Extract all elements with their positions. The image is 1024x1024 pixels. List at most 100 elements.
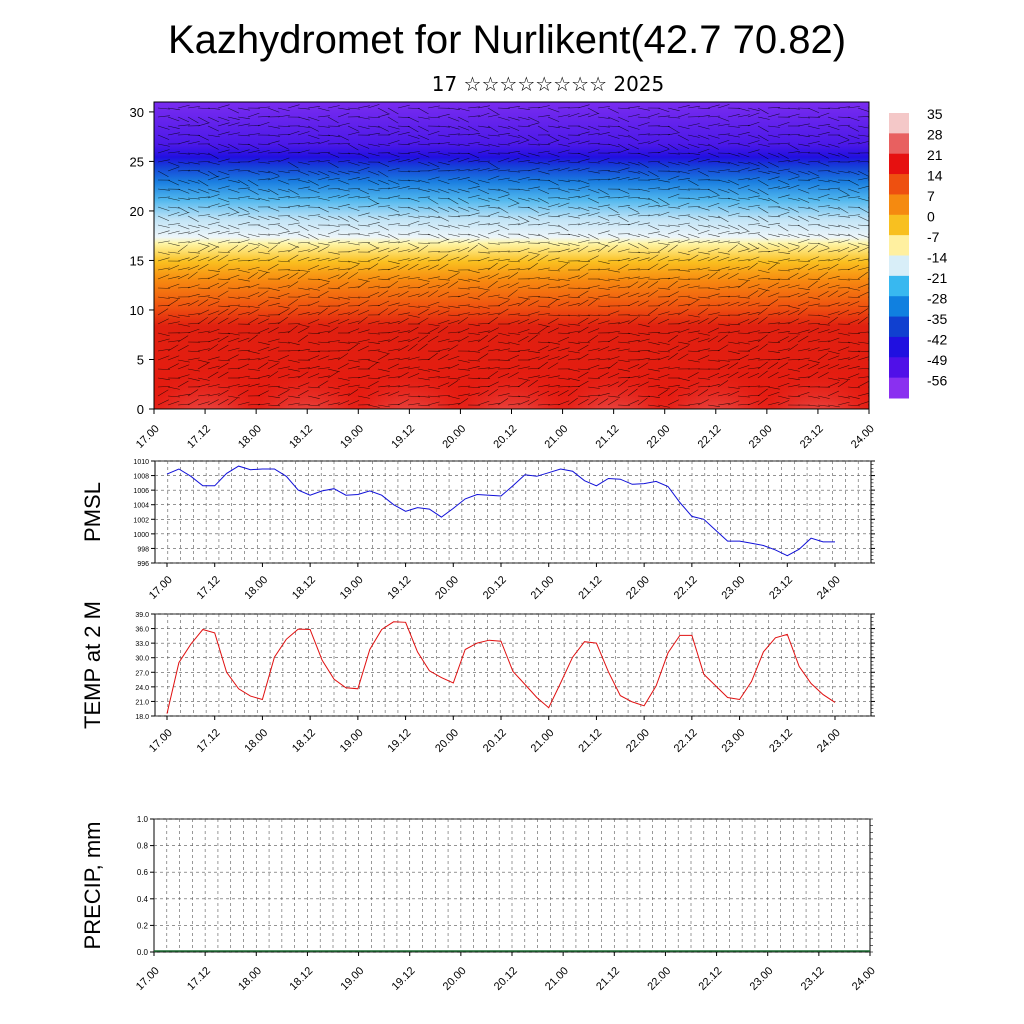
wind-barb bbox=[777, 269, 791, 272]
wind-barb bbox=[587, 298, 598, 307]
wind-barb bbox=[677, 320, 690, 325]
wind-barb bbox=[357, 345, 370, 352]
wind-barb bbox=[507, 395, 521, 397]
wind-barb bbox=[527, 311, 540, 316]
wind-barb bbox=[797, 143, 810, 147]
wind-barb bbox=[487, 280, 498, 289]
wind-barb bbox=[377, 339, 390, 343]
wind-barb bbox=[257, 259, 270, 262]
wind-barb bbox=[387, 213, 400, 217]
wind-barb bbox=[777, 356, 790, 361]
wind-barb bbox=[487, 161, 499, 169]
wind-barb bbox=[517, 176, 530, 181]
wind-barb bbox=[687, 197, 700, 200]
wind-barb bbox=[397, 240, 410, 244]
wind-barb bbox=[797, 307, 808, 316]
wind-barb bbox=[477, 267, 490, 271]
wind-barb bbox=[617, 239, 630, 244]
wind-barb bbox=[637, 188, 650, 192]
wind-barb bbox=[597, 320, 610, 325]
wind-barb bbox=[447, 363, 460, 370]
wind-barb bbox=[477, 385, 491, 388]
wind-barb bbox=[597, 157, 610, 163]
wind-barb bbox=[817, 271, 829, 280]
wind-barb bbox=[177, 364, 190, 370]
wind-barb bbox=[357, 161, 370, 165]
wind-barb bbox=[647, 113, 660, 118]
wind-barb bbox=[167, 355, 180, 361]
wind-barb bbox=[377, 224, 389, 231]
wind-barb bbox=[297, 125, 310, 128]
wind-barb bbox=[357, 374, 370, 379]
wind-barb bbox=[447, 215, 461, 218]
wind-barb bbox=[607, 116, 620, 122]
wind-barb bbox=[347, 107, 361, 110]
wind-barb bbox=[267, 371, 279, 379]
wind-barb bbox=[697, 332, 710, 336]
wind-barb bbox=[157, 355, 170, 361]
wind-barb bbox=[587, 112, 600, 118]
wind-barb bbox=[317, 115, 330, 118]
wind-barb bbox=[647, 213, 660, 217]
wind-barb bbox=[687, 314, 700, 318]
wind-barb bbox=[677, 341, 690, 345]
wind-barb bbox=[717, 323, 730, 326]
wind-barb bbox=[647, 178, 660, 181]
wind-barb bbox=[337, 170, 350, 175]
wind-barb bbox=[237, 260, 251, 262]
wind-barb bbox=[377, 321, 390, 325]
wind-barb bbox=[397, 152, 411, 155]
wind-barb bbox=[337, 241, 350, 244]
wind-barb bbox=[767, 358, 781, 361]
wind-barb bbox=[267, 188, 279, 196]
wind-barb bbox=[547, 224, 560, 227]
wind-barb bbox=[177, 241, 190, 244]
wind-barb bbox=[547, 385, 560, 388]
wind-barb bbox=[697, 115, 710, 118]
wind-barb bbox=[657, 366, 670, 370]
wind-barb bbox=[467, 323, 480, 327]
wind-barb bbox=[317, 197, 330, 201]
wind-barb bbox=[667, 366, 680, 370]
wind-barb bbox=[567, 303, 580, 307]
wind-barb bbox=[287, 178, 300, 181]
wind-barb bbox=[617, 205, 630, 208]
wind-barb bbox=[507, 272, 519, 280]
wind-barb bbox=[277, 308, 289, 316]
wind-barb bbox=[697, 273, 710, 280]
wind-barb bbox=[387, 357, 400, 361]
wind-barb bbox=[197, 299, 209, 307]
wind-barb bbox=[737, 354, 749, 361]
wind-barb bbox=[847, 214, 860, 217]
x-tick-label: 18.12 bbox=[287, 965, 315, 993]
wind-barb bbox=[757, 125, 769, 133]
wind-barb bbox=[467, 125, 479, 132]
wind-barb bbox=[247, 317, 259, 325]
wind-barb bbox=[187, 377, 200, 381]
wind-barb bbox=[157, 196, 171, 199]
wind-barb bbox=[237, 358, 250, 361]
wind-barb bbox=[407, 116, 420, 123]
wind-barb bbox=[747, 242, 759, 250]
wind-barb bbox=[337, 152, 351, 155]
wind-barb bbox=[367, 188, 380, 192]
wind-barb bbox=[397, 224, 411, 227]
wind-barb bbox=[707, 224, 720, 230]
wind-barb bbox=[287, 231, 300, 235]
wind-barb bbox=[577, 371, 589, 379]
x-tick-label: 18.00 bbox=[242, 574, 270, 602]
wind-barb bbox=[187, 161, 200, 165]
wind-barb bbox=[497, 125, 510, 129]
wind-barb bbox=[867, 332, 869, 334]
wind-barb bbox=[187, 271, 198, 280]
wind-barb bbox=[207, 301, 220, 307]
y-tick-label: 996 bbox=[137, 561, 149, 568]
wind-barb bbox=[597, 132, 610, 136]
wind-barb bbox=[257, 233, 270, 236]
wind-barb bbox=[547, 341, 560, 345]
wind-barb bbox=[537, 345, 549, 352]
wind-barb bbox=[657, 224, 670, 227]
wind-barb bbox=[537, 361, 548, 370]
wind-barb bbox=[727, 114, 740, 118]
wind-barb bbox=[187, 328, 200, 334]
